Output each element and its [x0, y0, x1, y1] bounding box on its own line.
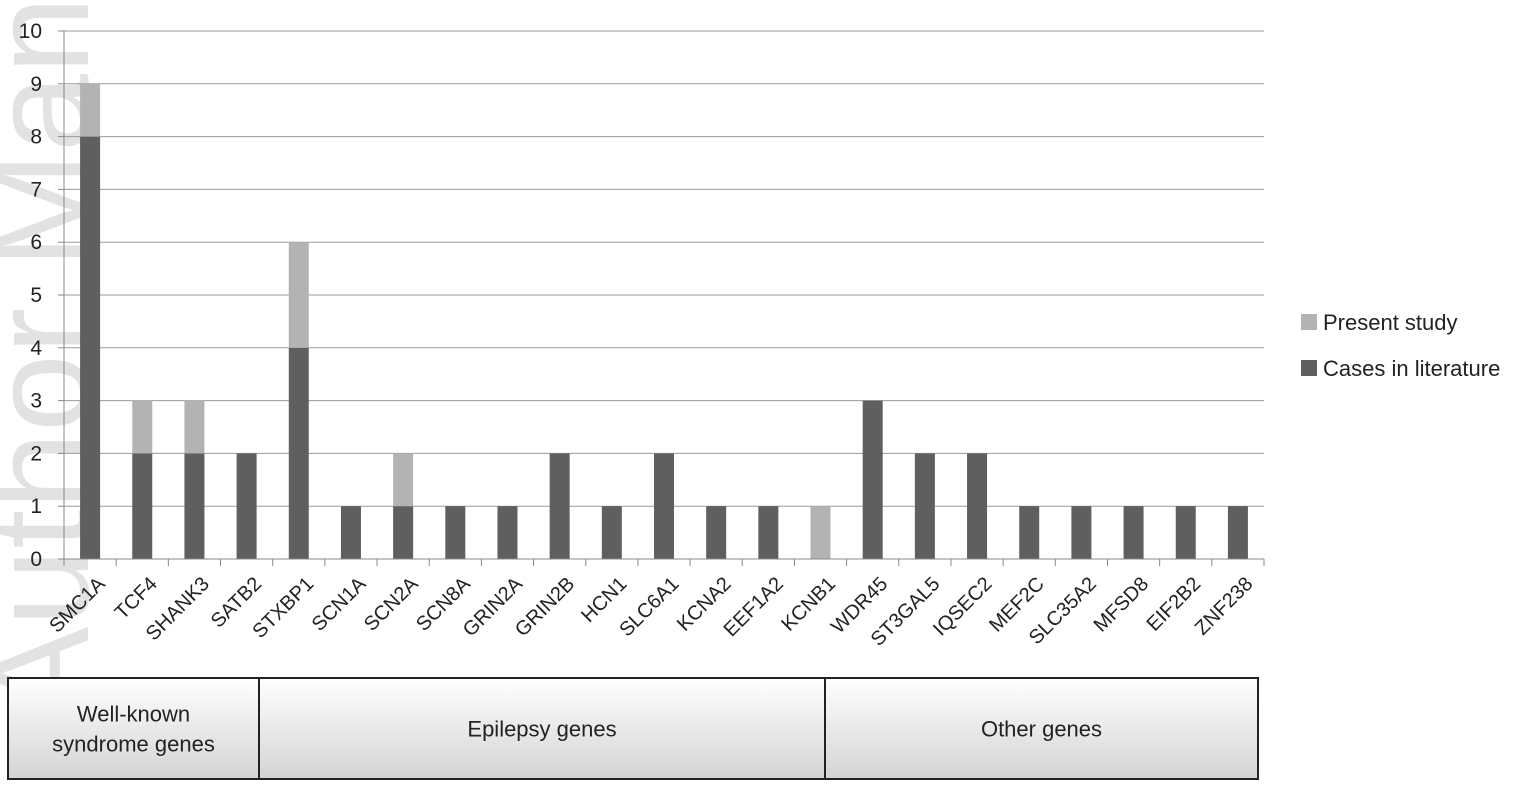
- group-label: Other genes: [981, 717, 1102, 742]
- y-tick-label: 2: [30, 442, 42, 465]
- bar-cases-in-literature: [393, 506, 414, 559]
- bar-cases-in-literature: [862, 400, 883, 559]
- group-label: Epilepsy genes: [467, 717, 616, 742]
- y-tick-label: 1: [30, 495, 42, 518]
- x-tick-labels: SMC1A TCF4SHANK3SATB2STXBP1SCN1ASCN2ASCN8…: [45, 573, 1257, 651]
- legend-swatch: [1301, 360, 1317, 376]
- bar-cases-in-literature: [654, 453, 674, 559]
- legend-label: Cases in literature: [1323, 356, 1500, 381]
- group-label: syndrome genes: [52, 732, 215, 757]
- bar-cases-in-literature: [445, 506, 466, 559]
- bar-cases-in-literature: [184, 453, 205, 559]
- group-box: [824, 677, 1259, 780]
- axes: [58, 30, 1265, 566]
- bar-cases-in-literature: [1071, 506, 1092, 559]
- y-tick-label: 3: [30, 390, 42, 413]
- bar-cases-in-literature: [132, 453, 153, 559]
- gene-group-boxes: Well-known syndrome genes Epilepsy genes Ot…: [7, 677, 1259, 780]
- group-label: Well-known: [77, 702, 190, 727]
- x-tick-label: ZNF238: [1191, 573, 1258, 640]
- x-tick-label: SCN1A: [308, 573, 371, 636]
- x-tick-label: IQSEC2: [929, 573, 996, 640]
- gridlines: [64, 30, 1264, 507]
- bar-cases-in-literature: [340, 506, 361, 559]
- legend-label: Present study: [1323, 310, 1458, 335]
- x-tick-label: SMC1A: [45, 573, 110, 638]
- y-tick-labels: 0 1 2 3 4 5 6 7 8 9 10: [19, 20, 43, 571]
- bar-cases-in-literature: [914, 453, 935, 559]
- legend-swatch: [1301, 314, 1317, 330]
- bar-present-study: [132, 400, 153, 454]
- bar-cases-in-literature: [80, 136, 101, 559]
- y-tick-label: 6: [30, 231, 42, 254]
- bar-cases-in-literature: [967, 453, 988, 559]
- bar-present-study: [184, 400, 205, 454]
- bar-cases-in-literature: [706, 506, 727, 559]
- y-tick-label: 7: [30, 178, 42, 201]
- x-tick-label: SCN2A: [360, 573, 423, 636]
- bar-cases-in-literature: [758, 506, 779, 559]
- bar-cases-in-literature: [549, 453, 570, 559]
- y-tick-label: 9: [30, 73, 42, 96]
- y-tick-label: 8: [30, 126, 42, 149]
- x-tick-label: MFSD8: [1090, 573, 1153, 636]
- y-tick-label: 5: [30, 284, 42, 307]
- bar-present-study: [393, 453, 414, 507]
- y-tick-label: 0: [30, 548, 42, 571]
- y-tick-label: 10: [19, 20, 42, 43]
- bars: [80, 83, 1248, 559]
- bar-cases-in-literature: [1175, 506, 1196, 559]
- bar-present-study: [80, 83, 101, 137]
- bar-present-study: [810, 506, 831, 559]
- y-tick-label: 4: [30, 337, 42, 360]
- bar-present-study: [288, 242, 309, 348]
- legend: Present study Cases in literature: [1301, 310, 1500, 381]
- bar-cases-in-literature: [601, 506, 622, 559]
- bar-cases-in-literature: [1123, 506, 1144, 559]
- bar-cases-in-literature: [497, 506, 518, 559]
- group-box: [7, 677, 260, 780]
- bar-cases-in-literature: [236, 453, 257, 559]
- bar-cases-in-literature: [1227, 506, 1248, 559]
- bar-cases-in-literature: [288, 347, 309, 559]
- bar-cases-in-literature: [1019, 506, 1040, 559]
